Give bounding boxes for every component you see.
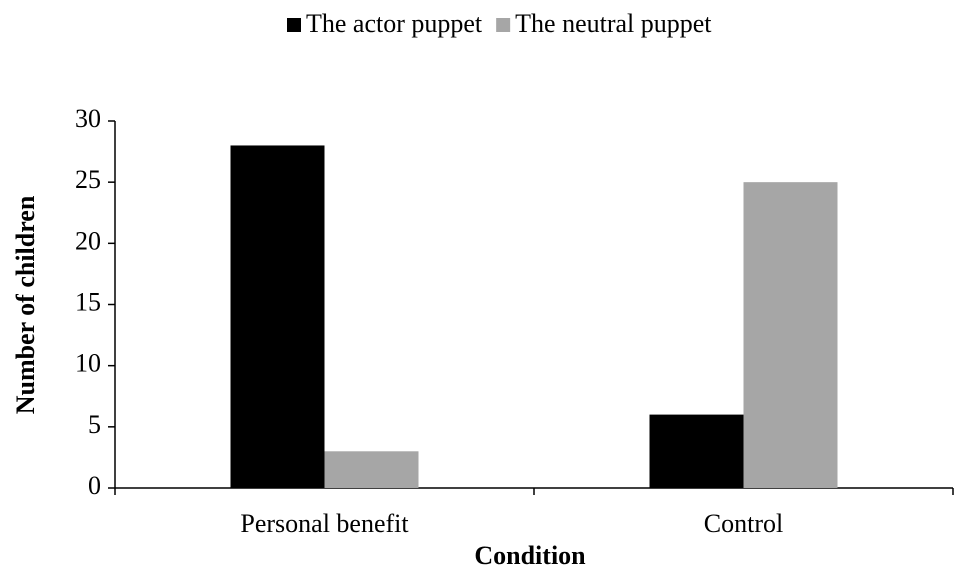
y-axis-label: Number of children	[11, 195, 40, 414]
legend-swatch	[287, 18, 301, 32]
y-tick-label: 20	[75, 226, 101, 255]
x-tick-label: Control	[704, 509, 783, 538]
y-tick-label: 30	[75, 104, 101, 133]
bar	[230, 145, 325, 488]
y-tick-label: 0	[88, 471, 101, 500]
y-tick-label: 10	[75, 349, 101, 378]
legend-label: The actor puppet	[306, 9, 483, 38]
x-axis-label: Condition	[474, 541, 586, 570]
y-tick-label: 5	[88, 410, 101, 439]
x-tick-label: Personal benefit	[240, 509, 409, 538]
y-tick-label: 15	[75, 287, 101, 316]
bar	[743, 182, 838, 488]
legend-label: The neutral puppet	[515, 9, 712, 38]
bar	[324, 451, 419, 488]
bar	[649, 414, 744, 488]
legend-swatch	[496, 18, 511, 32]
y-tick-label: 25	[75, 165, 101, 194]
